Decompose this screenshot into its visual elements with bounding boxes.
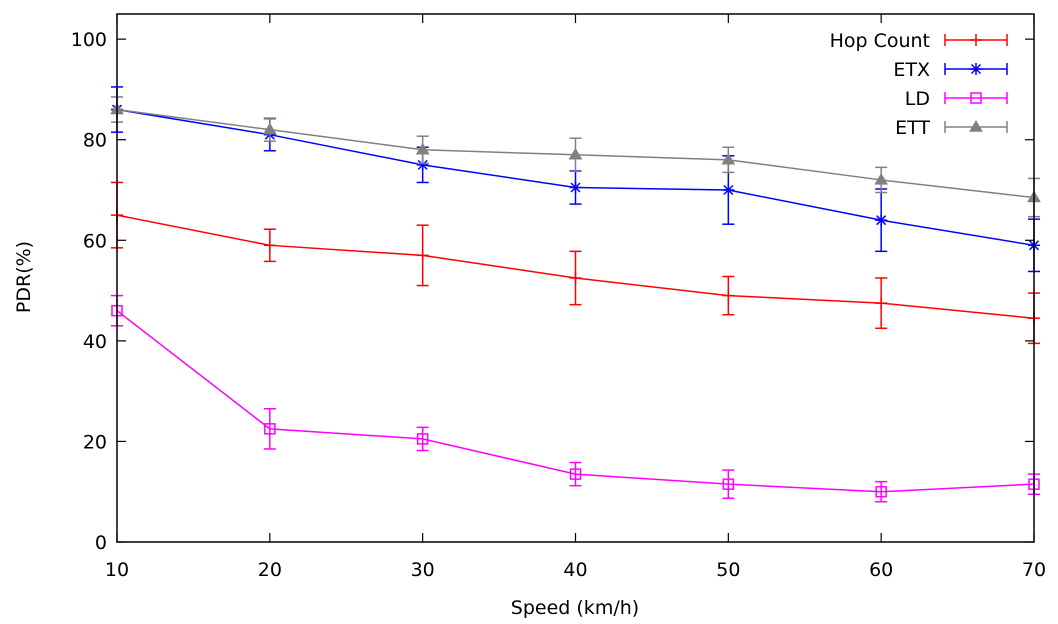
- data-point-etx: [875, 214, 888, 227]
- error-bar-ld: [722, 469, 735, 500]
- data-point-ld: [264, 423, 276, 435]
- data-point-ld: [875, 485, 887, 498]
- legend: Hop Count ETX LD ETT: [830, 30, 1008, 139]
- legend-item-ett: ETT: [895, 117, 1008, 139]
- x-tick-label: 50: [716, 559, 740, 581]
- y-axis-title: PDR(%): [13, 241, 35, 313]
- y-tick-label: 80: [83, 130, 107, 152]
- error-bar-ld: [875, 480, 888, 503]
- x-tick-label: 70: [1022, 559, 1046, 581]
- data-point-etx: [569, 181, 582, 194]
- error-bar-ld: [569, 461, 582, 487]
- legend-item-hop-count: Hop Count: [830, 30, 1008, 52]
- data-point-ld: [569, 468, 582, 480]
- series-hop-count: [111, 181, 1040, 345]
- series-ld: [111, 294, 1040, 503]
- y-tick-label: 100: [71, 29, 107, 51]
- y-tick-label: 20: [83, 431, 107, 453]
- x-tick-label: 60: [869, 559, 893, 581]
- x-tick-label: 30: [411, 559, 435, 581]
- error-bar-ld: [416, 426, 429, 452]
- x-tick-label: 40: [563, 559, 587, 581]
- data-point-ett: [568, 147, 583, 160]
- legend-item-etx: ETX: [893, 59, 1008, 81]
- x-axis-title: Speed (km/h): [511, 597, 639, 619]
- data-point-ld: [416, 433, 429, 445]
- legend-marker-ld: [970, 92, 982, 104]
- data-point-ett: [262, 122, 277, 135]
- legend-label-hop-count: Hop Count: [830, 30, 930, 52]
- data-point-ett: [721, 152, 736, 165]
- series-etx: [111, 86, 1040, 273]
- axes: 0 20 40 60 80 100 10 20 30 40 50 60 70: [71, 13, 1046, 581]
- data-point-ett: [415, 142, 430, 155]
- y-tick-label: 0: [95, 532, 107, 554]
- data-point-hop-count: [722, 289, 735, 302]
- plot-area: [110, 86, 1041, 503]
- data-point-hop-count: [569, 272, 582, 284]
- data-point-hop-count: [263, 239, 276, 252]
- legend-label-ett: ETT: [895, 117, 930, 139]
- data-point-ld: [722, 478, 735, 490]
- legend-item-ld: LD: [905, 88, 1008, 110]
- legend-label-ld: LD: [905, 88, 930, 110]
- data-point-hop-count: [416, 249, 429, 262]
- data-point-etx: [416, 158, 429, 171]
- data-point-etx: [722, 184, 735, 196]
- legend-marker-ett: [969, 120, 983, 132]
- legend-marker-hop-count: [970, 34, 982, 46]
- legend-label-etx: ETX: [893, 59, 930, 81]
- y-tick-label: 40: [83, 331, 107, 353]
- legend-marker-etx: [970, 63, 982, 75]
- data-point-ett: [874, 172, 889, 185]
- error-bar-ld: [263, 407, 276, 450]
- x-tick-label: 10: [105, 559, 129, 581]
- x-tick-label: 20: [258, 559, 282, 581]
- y-tick-label: 60: [83, 230, 107, 252]
- data-point-hop-count: [875, 297, 888, 310]
